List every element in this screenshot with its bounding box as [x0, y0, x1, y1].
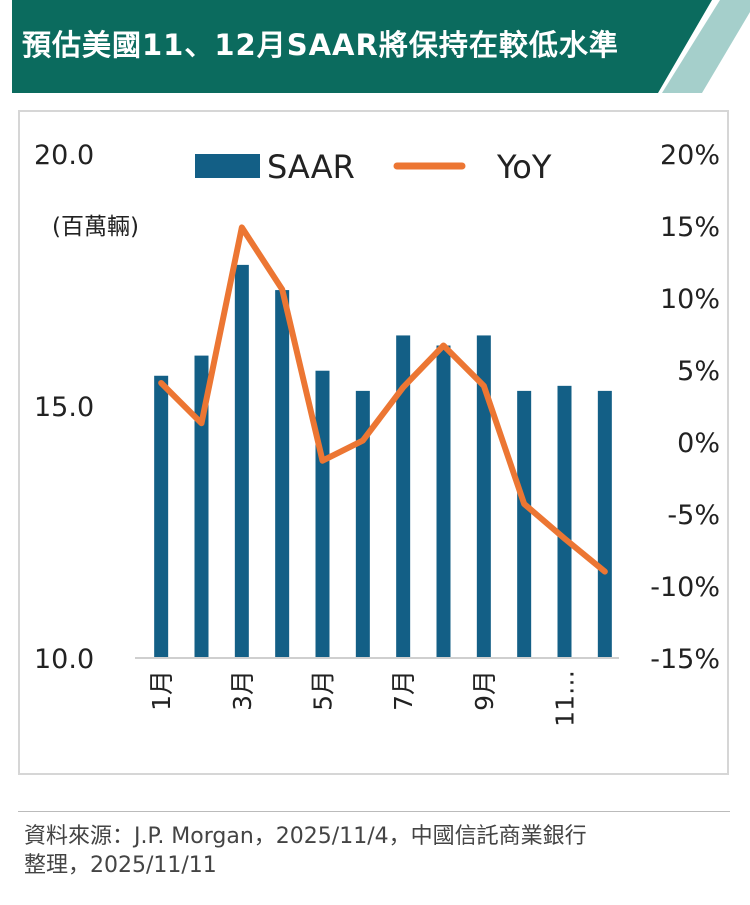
yoy-line: [158, 224, 608, 575]
source-line-1: 資料來源：J.P. Morgan，2025/11/4，中國信託商業銀行: [24, 824, 587, 849]
saar-bar: [517, 390, 532, 658]
saar-bar: [476, 335, 491, 658]
chart-title: 預估美國11、12月SAAR將保持在較低水準: [22, 28, 619, 62]
saar-bar: [275, 290, 290, 658]
right-axis-tick: 0%: [677, 428, 720, 459]
divider: [18, 811, 730, 812]
left-axis-tick: 10.0: [34, 644, 94, 675]
left-axis-tick: 20.0: [34, 140, 94, 171]
x-axis-tick: 9月: [470, 670, 499, 711]
saar-bar: [436, 345, 451, 658]
x-axis-tick: 1月: [147, 670, 176, 711]
source-line-2: 整理，2025/11/11: [24, 853, 217, 878]
chart: 10.0 15.0 20.0 (百萬輛) -15% -10% -5% 0% 5% 10% 15% 20…: [34, 140, 720, 727]
x-axis-tick: 3月: [228, 670, 257, 711]
right-axis-tick: 10%: [660, 284, 720, 315]
banner-background: [12, 0, 712, 93]
saar-bar: [557, 385, 572, 658]
right-axis-tick: -10%: [650, 572, 720, 603]
saar-bar: [315, 370, 330, 658]
saar-bar: [154, 375, 169, 658]
x-axis-tick: 7月: [389, 670, 418, 711]
saar-bar: [355, 390, 370, 658]
x-axis-tick: 5月: [309, 670, 338, 711]
left-axis-tick: 15.0: [34, 392, 94, 423]
legend-yoy-label: YoY: [496, 148, 552, 186]
legend-saar-label: SAAR: [267, 148, 355, 186]
saar-bar: [396, 335, 411, 658]
banner-accent-stripe: [662, 0, 750, 93]
x-axis-tick: 11…: [551, 670, 580, 727]
right-axis-tick: -5%: [667, 500, 720, 531]
right-axis-tick: 5%: [677, 356, 720, 387]
chart-frame: 10.0 15.0 20.0 (百萬輛) -15% -10% -5% 0% 5% 10% 15% 20…: [18, 110, 729, 775]
title-banner: [12, 0, 750, 93]
saar-bar: [194, 355, 209, 658]
legend-saar-swatch: [195, 154, 260, 178]
right-axis-tick: -15%: [650, 644, 720, 675]
right-axis-tick: 15%: [660, 212, 720, 243]
source-note: 資料來源：J.P. Morgan，2025/11/4，中國信託商業銀行 整理，2…: [24, 822, 734, 880]
right-axis-tick: 20%: [660, 140, 720, 171]
saar-bar: [234, 264, 249, 658]
saar-bar: [597, 390, 612, 658]
left-axis-unit: (百萬輛): [52, 214, 139, 240]
